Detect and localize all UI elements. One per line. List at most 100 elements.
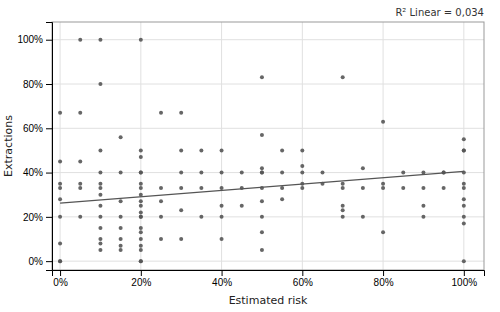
point [179,148,183,152]
point [421,215,425,219]
x-axis: 0% 20% 40% 60% 80% 100% [53,270,485,288]
point [260,75,264,79]
grid-line-y [52,128,484,129]
plot-frame [52,22,484,270]
point [139,215,143,219]
point [98,171,102,175]
tick-label: 0% [29,256,44,267]
point [179,186,183,190]
tick-mark [46,40,52,41]
point [220,186,224,190]
grid-line-y [52,84,484,85]
point [442,186,446,190]
point [98,82,102,86]
point [98,186,102,190]
point [341,186,345,190]
point [199,215,203,219]
point [179,208,183,212]
tick: 40% [212,270,232,288]
scatter-series [58,38,466,263]
tick-mark [60,270,61,276]
point [119,244,123,248]
tick-label: 20% [131,277,151,288]
tick-mark [222,270,223,276]
point [462,148,466,152]
point [78,186,82,190]
point [421,186,425,190]
trend-line [60,171,464,203]
point [139,226,143,230]
tick: 0% [29,256,52,267]
point [58,186,62,190]
point [300,164,304,168]
tick-mark [383,270,384,276]
tick-label: 40% [23,167,43,178]
tick-label: 100% [452,277,478,288]
tick-mark [46,173,52,174]
point [139,186,143,190]
point [159,237,163,241]
y-axis: 0%20%40%60%80%100% [17,23,52,271]
annotation: R² Linear = 0,034 [395,7,484,18]
point [280,171,284,175]
point [58,182,62,186]
point [341,208,345,212]
axis-line [46,23,53,271]
point [381,186,385,190]
y-axis-label: Extractions [2,115,15,177]
point [159,215,163,219]
point [220,204,224,208]
tick: 100% [452,270,478,288]
point [139,244,143,248]
tick: 100% [17,34,52,45]
grid-line-y [52,216,484,217]
point [58,215,62,219]
grid-line-x [60,22,61,270]
point [98,241,102,245]
chart: 0%20%40%60%80%100%0%20%40%60%80%100%Esti… [0,0,500,312]
point [199,186,203,190]
grid-line-y [52,172,484,173]
point [159,186,163,190]
point [199,148,203,152]
point [462,182,466,186]
point [78,160,82,164]
grid [52,22,484,270]
point [139,215,143,219]
point [98,148,102,152]
point [381,182,385,186]
point [381,120,385,124]
tick-mark [46,261,52,262]
tick: 80% [374,270,394,288]
point [159,111,163,115]
point [139,171,143,175]
point [179,111,183,115]
tick-label: 100% [17,34,43,45]
point [119,226,123,230]
point [341,75,345,79]
tick: 40% [23,167,52,178]
point [321,171,325,175]
point [341,204,345,208]
point [139,171,143,175]
point [98,248,102,252]
point [260,171,264,175]
point [58,259,62,263]
point [240,204,244,208]
point [98,193,102,197]
tick-label: 60% [23,123,43,134]
point [280,186,284,190]
point [361,166,365,170]
tick-label: 60% [293,277,313,288]
tick-mark [46,84,52,85]
tick-label: 80% [23,79,43,90]
point [78,111,82,115]
tick: 60% [23,123,52,134]
point [401,186,405,190]
point [260,166,264,170]
tick-mark [464,270,465,276]
point [220,171,224,175]
point [139,182,143,186]
tick: 0% [53,270,68,288]
point [220,215,224,219]
